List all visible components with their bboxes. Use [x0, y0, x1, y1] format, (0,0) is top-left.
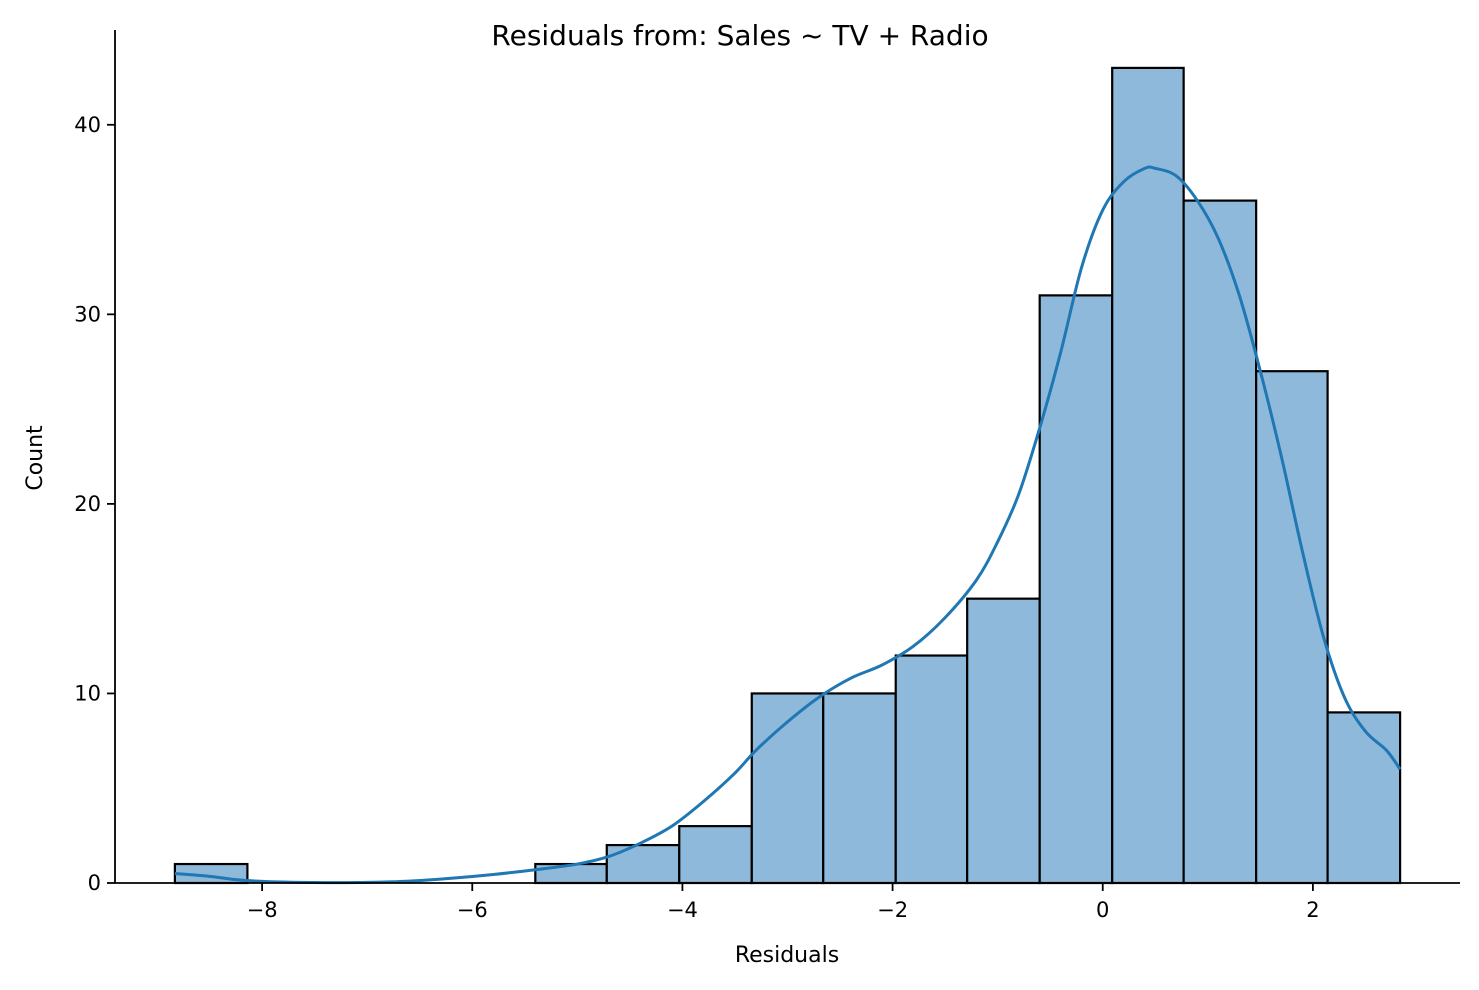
histogram-bar-9 — [822, 692, 897, 885]
x-tick-label-4: 0 — [1096, 898, 1109, 922]
histogram-bar-15 — [1255, 370, 1329, 885]
axes-group — [114, 30, 1460, 884]
chart-title: Residuals from: Sales ~ TV + Radio — [491, 19, 988, 52]
kde-curve-group — [174, 165, 1402, 885]
histogram-bar-6 — [605, 843, 681, 885]
x-tick-label-1: −6 — [457, 898, 488, 922]
x-tick-label-3: −2 — [877, 898, 908, 922]
x-tick-label-0: −8 — [247, 898, 278, 922]
y-tick-label-0: 0 — [88, 871, 101, 895]
histogram-bar-11 — [966, 597, 1041, 885]
kde-curve — [174, 165, 1402, 885]
y-tick-label-1: 10 — [74, 681, 101, 705]
y-tick-label-3: 30 — [74, 302, 101, 326]
x-tick-label-5: 2 — [1306, 898, 1319, 922]
histogram-bar-5 — [534, 862, 608, 885]
y-ticks: 0 10 20 30 40 — [74, 113, 115, 895]
histogram-bar-7 — [678, 825, 753, 885]
histogram-bar-16 — [1326, 711, 1402, 885]
histogram-bar-12 — [1038, 294, 1114, 885]
histogram-bar-10 — [894, 654, 969, 885]
x-ticks: −8 −6 −4 −2 0 2 — [247, 883, 1320, 922]
y-tick-label-2: 20 — [74, 492, 101, 516]
histogram-bar-13 — [1111, 66, 1185, 885]
x-tick-label-2: −4 — [667, 898, 698, 922]
histogram-bars — [173, 66, 1402, 885]
x-axis-label: Residuals — [735, 943, 839, 968]
histogram-bar-14 — [1182, 199, 1258, 885]
y-tick-label-4: 40 — [74, 113, 101, 137]
histogram-bar-8 — [750, 692, 825, 885]
y-axis-label: Count — [23, 425, 48, 491]
